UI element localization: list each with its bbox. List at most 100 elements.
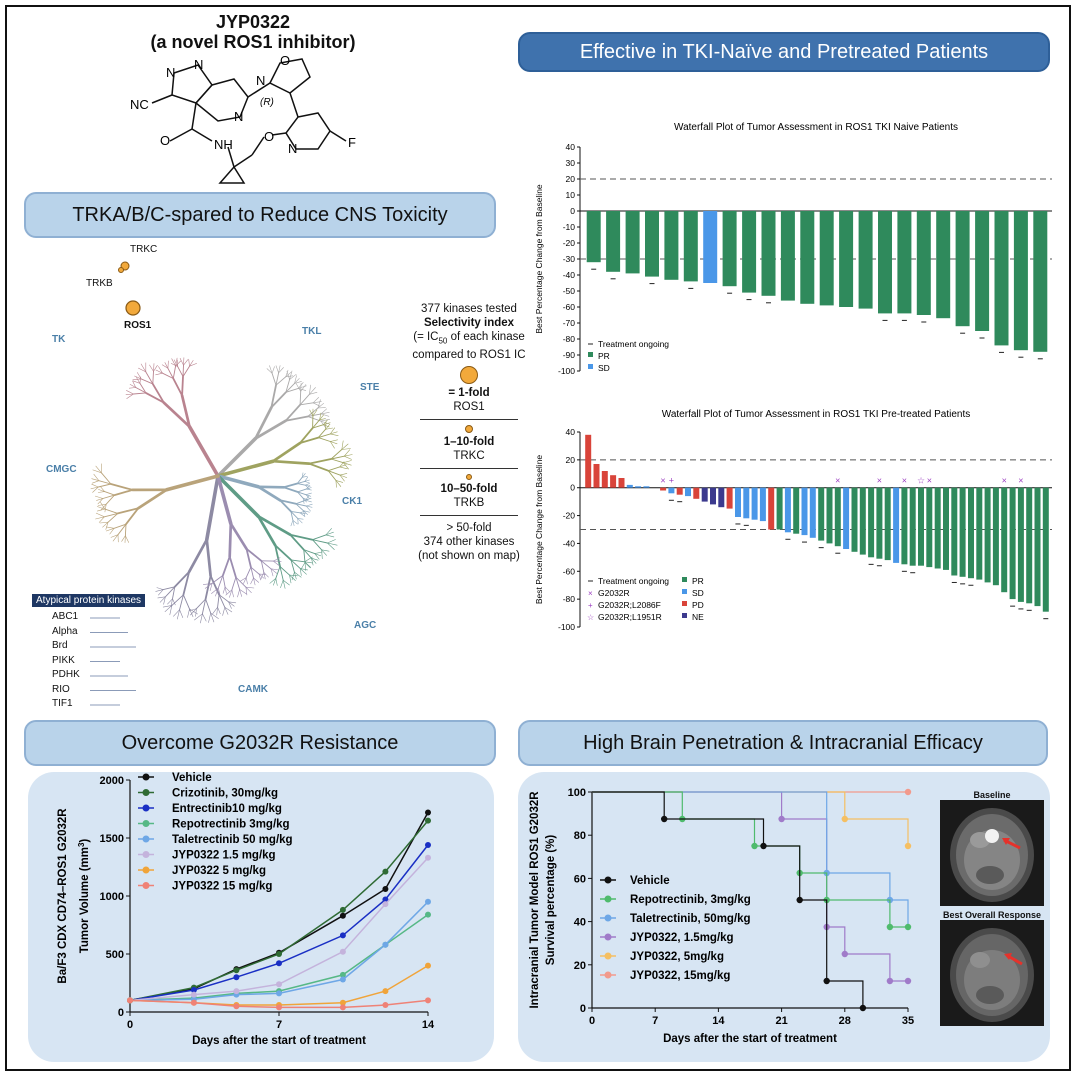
kinome-branch bbox=[139, 382, 147, 394]
y-tick-label: 40 bbox=[566, 427, 576, 437]
kinome-branch bbox=[285, 387, 299, 393]
kinome-branch bbox=[173, 359, 178, 367]
kinome-branch bbox=[129, 384, 137, 388]
kinome-branch bbox=[97, 483, 112, 488]
kinome-branch bbox=[113, 523, 127, 529]
atypical-rio: RIO bbox=[52, 683, 70, 695]
waterfall-bar bbox=[718, 487, 725, 508]
waterfall-bar bbox=[943, 487, 949, 570]
kinome-branch bbox=[343, 455, 352, 460]
panel-tumor-volume bbox=[28, 772, 494, 1062]
group-label-tkl: TKL bbox=[302, 326, 322, 337]
kinome-branch bbox=[218, 587, 221, 596]
legend-swatch-dot bbox=[604, 895, 612, 903]
kinome-branch bbox=[181, 375, 184, 397]
survival-marker bbox=[886, 977, 894, 985]
kinome-branch bbox=[245, 577, 248, 585]
mutation-star-marker: ☆ bbox=[917, 476, 925, 486]
kinome-branch bbox=[105, 521, 109, 530]
kinome-branch bbox=[105, 527, 115, 532]
y-tick-label: -80 bbox=[563, 334, 576, 344]
kinome-branch bbox=[282, 579, 290, 586]
kinome-branch bbox=[136, 488, 168, 510]
waterfall-bar bbox=[610, 475, 617, 488]
kinome-branch bbox=[90, 486, 99, 490]
waterfall-bar bbox=[735, 487, 741, 517]
kinome-branch bbox=[309, 392, 318, 395]
kinome-branch bbox=[266, 368, 273, 374]
label-trkc: TRKC bbox=[130, 244, 158, 255]
kinome-branch bbox=[203, 583, 213, 585]
stereo-label: (R) bbox=[260, 97, 274, 108]
waterfall-bar bbox=[625, 211, 640, 274]
kinome-branch bbox=[215, 587, 219, 597]
kinome-branch bbox=[189, 608, 198, 615]
kinome-branch bbox=[217, 574, 224, 589]
kinome-branch bbox=[216, 474, 233, 526]
tier2-desc: TRKC bbox=[453, 450, 485, 463]
kinome-branch bbox=[116, 507, 140, 515]
y-tick-label: -20 bbox=[563, 511, 576, 521]
kinome-branch bbox=[273, 578, 277, 586]
legend-swatch-dot bbox=[142, 773, 150, 781]
y-tick-label: -30 bbox=[563, 254, 576, 264]
kinome-branch bbox=[209, 574, 221, 596]
y-tick-label: 40 bbox=[574, 917, 586, 929]
kinome-branch bbox=[295, 383, 302, 392]
kinome-branch bbox=[175, 360, 181, 367]
data-point bbox=[233, 988, 240, 995]
y-tick-label: -20 bbox=[563, 238, 576, 248]
kinome-tree bbox=[90, 261, 353, 706]
mutation-x-marker: × bbox=[835, 476, 840, 486]
y-tick-label: -80 bbox=[563, 594, 576, 604]
x-axis-label: Days after the start of treatment bbox=[663, 1033, 837, 1045]
legend-swatch-dot bbox=[604, 876, 612, 884]
kinome-branch bbox=[269, 578, 277, 584]
kinome-branch bbox=[155, 589, 164, 592]
waterfall-bar bbox=[601, 471, 608, 488]
kinome-branch bbox=[216, 459, 275, 478]
ros1-marker bbox=[125, 300, 141, 316]
kinome-branch bbox=[222, 606, 226, 616]
tier2-fold: 1–10-fold bbox=[443, 436, 495, 449]
waterfall-bar bbox=[743, 487, 750, 519]
y-tick-label: -40 bbox=[563, 270, 576, 280]
series-line bbox=[129, 820, 429, 1002]
survival-marker bbox=[661, 815, 668, 823]
banner-brain: High Brain Penetration & Intracranial Ef… bbox=[518, 720, 1048, 766]
kinome-branch bbox=[275, 578, 278, 586]
kinome-branch bbox=[221, 555, 231, 577]
waterfall-bar bbox=[955, 211, 970, 327]
kinome-branch bbox=[275, 365, 279, 374]
data-point bbox=[233, 1003, 240, 1010]
kinome-branch bbox=[105, 494, 115, 505]
survival-marker bbox=[904, 923, 912, 931]
kinome-branch bbox=[296, 476, 303, 484]
kinome-branch bbox=[317, 428, 326, 439]
kinome-branch bbox=[339, 461, 345, 468]
y-tick-label: 20 bbox=[574, 960, 586, 972]
legend-label: Vehicle bbox=[630, 875, 670, 887]
y-tick-label: 1000 bbox=[100, 891, 124, 903]
waterfall-bar bbox=[1042, 487, 1049, 612]
kinome-branch bbox=[104, 508, 119, 514]
y-tick-label: 40 bbox=[566, 142, 576, 152]
kinome-branch bbox=[329, 433, 339, 436]
kinome-branch bbox=[308, 462, 330, 472]
kinome-branch bbox=[99, 521, 109, 524]
compound-structure: N N N N N O O O NH NC F (R) bbox=[130, 55, 356, 184]
waterfall-bar bbox=[585, 434, 592, 488]
waterfall-bar bbox=[839, 211, 854, 307]
group-label-ste: STE bbox=[360, 382, 380, 393]
kinome-branch bbox=[171, 594, 184, 606]
waterfall-bar bbox=[586, 211, 601, 263]
kinome-branch bbox=[270, 568, 278, 574]
data-point bbox=[127, 997, 133, 1004]
survival-line bbox=[592, 791, 908, 982]
kinome-branch bbox=[183, 359, 189, 366]
atom-nh: NH bbox=[214, 137, 233, 152]
kinome-branch bbox=[98, 489, 105, 492]
y-tick-label: 0 bbox=[570, 483, 575, 493]
kinome-branch bbox=[335, 480, 342, 487]
data-point bbox=[425, 997, 431, 1004]
